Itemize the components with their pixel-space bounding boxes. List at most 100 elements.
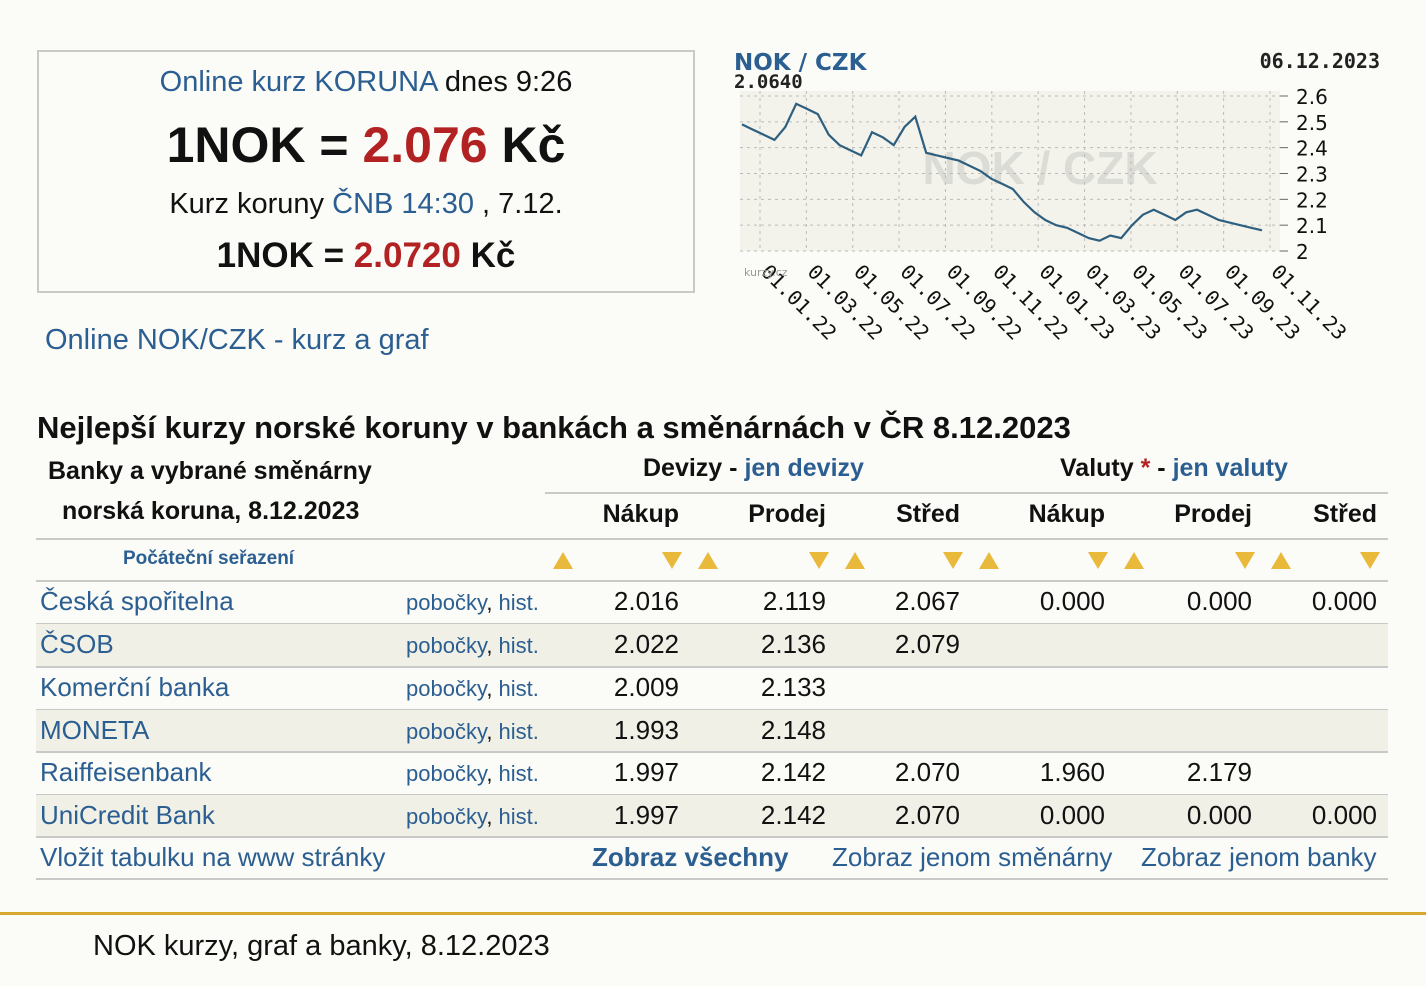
- row-links: pobočky, hist.: [406, 719, 539, 744]
- table-row: MONETA pobočky, hist. 1.993 2.148: [36, 710, 1388, 752]
- page-footer-text: NOK kurzy, graf a banky, 8.12.2023: [93, 930, 550, 962]
- devizy-nakup-value: 2.022: [613, 629, 679, 659]
- embed-table-link[interactable]: Vložit tabulku na www stránky: [40, 842, 386, 872]
- sort-down-icon[interactable]: [1235, 552, 1255, 569]
- row-links: pobočky, hist.: [406, 633, 539, 658]
- col-valuty-prodej: Prodej: [1174, 500, 1252, 528]
- devizy-nakup-value: 1.993: [613, 715, 679, 745]
- online-rate-link[interactable]: Online kurz KORUNA: [159, 66, 437, 98]
- branches-link[interactable]: pobočky: [406, 676, 487, 701]
- initial-sort-link[interactable]: Počáteční seřazení: [123, 548, 295, 569]
- cnb-rate: 1NOK = 2.0720 Kč: [39, 236, 693, 276]
- cnb-line: Kurz koruny ČNB 14:30 , 7.12.: [39, 188, 693, 221]
- cnb-prefix: Kurz koruny: [169, 188, 333, 220]
- valuty-only-link[interactable]: jen valuty: [1172, 454, 1288, 482]
- sort-up-icon[interactable]: [1124, 552, 1144, 569]
- show-all-link[interactable]: Zobraz všechny: [592, 842, 789, 872]
- chart-ytick-label: 2.5: [1296, 111, 1328, 135]
- valuty-nakup-value: 0.000: [1039, 800, 1105, 830]
- devizy-prodej-value: 2.142: [760, 757, 826, 787]
- cnb-rate-unit: Kč: [460, 236, 516, 275]
- sort-divider: [36, 580, 1388, 582]
- online-chart-link[interactable]: Online NOK/CZK - kurz a graf: [45, 324, 429, 356]
- cnb-rate-value: 2.0720: [353, 236, 461, 275]
- devizy-stred-value: 2.079: [894, 629, 960, 659]
- row-divider: [36, 836, 1388, 838]
- sort-up-icon[interactable]: [698, 552, 718, 569]
- col-devizy-prodej: Prodej: [748, 500, 826, 528]
- table-row: Česká spořitelna pobočky, hist. 2.016 2.…: [36, 581, 1388, 623]
- sort-up-icon[interactable]: [553, 552, 573, 569]
- history-link[interactable]: hist.: [498, 590, 539, 615]
- devizy-label: Devizy: [643, 454, 723, 482]
- row-links: pobočky, hist.: [406, 804, 539, 829]
- table-subtitle-2: norská koruna, 8.12.2023: [62, 497, 360, 525]
- sort-up-icon[interactable]: [979, 552, 999, 569]
- col-devizy-stred: Střed: [896, 500, 960, 528]
- cnb-link[interactable]: ČNB 14:30: [332, 188, 474, 220]
- chart-ytick-label: 2: [1296, 240, 1309, 264]
- devizy-stred-value: 2.070: [894, 757, 960, 787]
- chart-ytick-label: 2.2: [1296, 188, 1328, 212]
- rate-box: Online kurz KORUNA dnes 9:26 1NOK = 2.07…: [37, 50, 695, 293]
- branches-link[interactable]: pobočky: [406, 590, 487, 615]
- table-row: UniCredit Bank pobočky, hist. 1.997 2.14…: [36, 795, 1388, 837]
- chart-plot-area: [740, 91, 1280, 251]
- branches-link[interactable]: pobočky: [406, 633, 487, 658]
- devizy-prodej-value: 2.148: [760, 715, 826, 745]
- devizy-nakup-value: 1.997: [613, 800, 679, 830]
- chart-ytick-label: 2.6: [1296, 85, 1328, 109]
- valuty-stred-value: 0.000: [1311, 800, 1377, 830]
- devizy-only-link[interactable]: jen devizy: [744, 454, 864, 482]
- devizy-nakup-value: 2.009: [613, 672, 679, 702]
- row-links: pobočky, hist.: [406, 676, 539, 701]
- bank-link[interactable]: ČSOB: [40, 629, 114, 659]
- chart-ytick-label: 2.3: [1296, 163, 1328, 187]
- chart-watermark: NOK / CZK: [922, 142, 1157, 194]
- devizy-nakup-value: 2.016: [613, 586, 679, 616]
- bank-link[interactable]: Komerční banka: [40, 672, 230, 702]
- show-banks-only-link[interactable]: Zobraz jenom banky: [1141, 842, 1377, 872]
- page-divider: [0, 912, 1426, 915]
- table-subtitle-1: Banky a vybrané směnárny: [48, 457, 372, 485]
- branches-link[interactable]: pobočky: [406, 804, 487, 829]
- branches-link[interactable]: pobočky: [406, 719, 487, 744]
- sort-up-icon[interactable]: [1271, 552, 1291, 569]
- bank-link[interactable]: MONETA: [40, 715, 150, 745]
- sort-down-icon[interactable]: [662, 552, 682, 569]
- chart-current-value: 2.0640: [734, 71, 803, 93]
- devizy-prodej-value: 2.136: [760, 629, 826, 659]
- devizy-group: Devizy - jen devizy: [643, 454, 864, 483]
- devizy-prodej-value: 2.142: [760, 800, 826, 830]
- show-exchange-only-link[interactable]: Zobraz jenom směnárny: [832, 842, 1113, 872]
- bank-link[interactable]: Raiffeisenbank: [40, 757, 212, 787]
- history-link[interactable]: hist.: [498, 676, 539, 701]
- devizy-stred-value: 2.067: [894, 586, 960, 616]
- bank-link[interactable]: Česká spořitelna: [40, 586, 234, 616]
- cnb-date: , 7.12.: [473, 188, 563, 220]
- bank-link[interactable]: UniCredit Bank: [40, 800, 215, 830]
- sort-down-icon[interactable]: [1360, 552, 1380, 569]
- sort-up-icon[interactable]: [845, 552, 865, 569]
- devizy-separator: -: [722, 454, 745, 482]
- chart-date: 06.12.2023: [1260, 49, 1380, 73]
- devizy-stred-value: 2.070: [894, 800, 960, 830]
- chart-series-line: [741, 102, 1263, 242]
- table-row: Raiffeisenbank pobočky, hist. 1.997 2.14…: [36, 752, 1388, 794]
- devizy-prodej-value: 2.133: [760, 672, 826, 702]
- row-divider: [36, 666, 1388, 668]
- online-rate-time: dnes 9:26: [436, 66, 573, 98]
- online-rate: 1NOK = 2.076 Kč: [39, 116, 693, 174]
- sort-down-icon[interactable]: [809, 552, 829, 569]
- branches-link[interactable]: pobočky: [406, 761, 487, 786]
- history-link[interactable]: hist.: [498, 804, 539, 829]
- group-divider: [545, 492, 1388, 494]
- rate-chart[interactable]: NOK / CZK2.62.52.42.32.22.1201.01.2201.0…: [730, 46, 1410, 346]
- history-link[interactable]: hist.: [498, 761, 539, 786]
- rate-unit: Kč: [487, 117, 566, 173]
- history-link[interactable]: hist.: [498, 633, 539, 658]
- rate-prefix: 1NOK =: [166, 117, 363, 173]
- history-link[interactable]: hist.: [498, 719, 539, 744]
- sort-down-icon[interactable]: [943, 552, 963, 569]
- sort-down-icon[interactable]: [1088, 552, 1108, 569]
